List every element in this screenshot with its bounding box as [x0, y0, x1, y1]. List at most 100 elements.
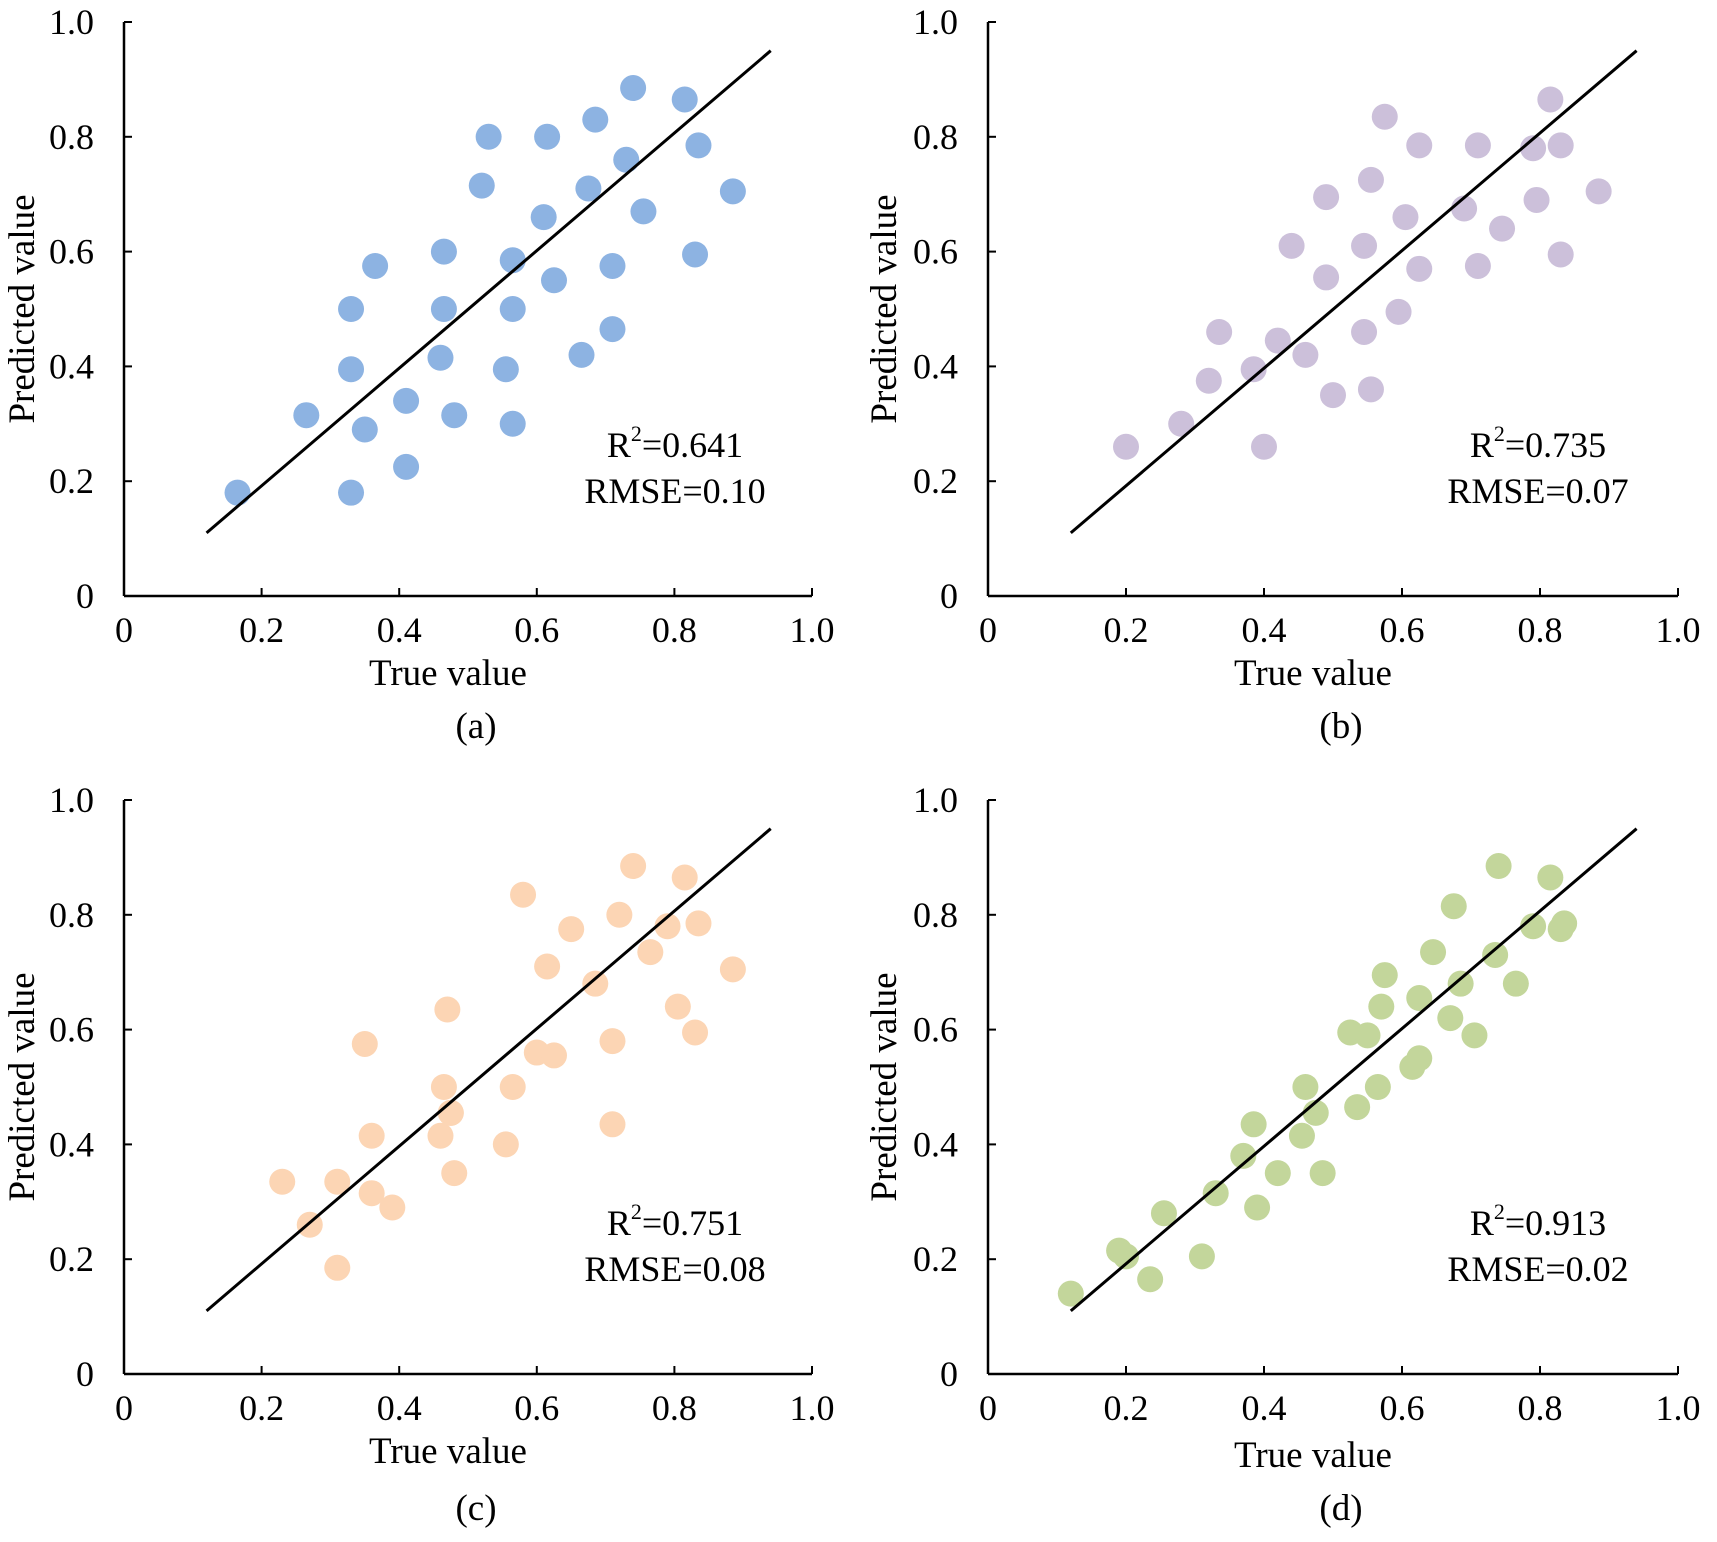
data-point [575, 175, 602, 202]
panel-caption: (b) [1319, 706, 1362, 747]
data-point [685, 132, 712, 159]
data-point [685, 910, 712, 937]
data-point [1368, 993, 1395, 1020]
data-point [1195, 367, 1222, 394]
data-point [351, 1030, 378, 1057]
chart-panel-c: 0 0.2 0.4 0.6 0.8 1.0 0 0.2 0.4 0.6 0.8 1.0 True val… [2, 780, 835, 1529]
data-point [534, 953, 561, 980]
data-point [1240, 356, 1267, 383]
data-point [682, 241, 709, 268]
data-point [1150, 1200, 1177, 1227]
data-point [1240, 1111, 1267, 1138]
data-point [1392, 204, 1419, 231]
data-point [1520, 135, 1547, 162]
data-point [338, 479, 365, 506]
data-point [510, 881, 537, 908]
y-tick-label: 0.2 [49, 461, 94, 501]
data-point [1313, 184, 1340, 211]
data-point [1251, 433, 1277, 460]
data-point [293, 402, 320, 429]
data-point [1502, 970, 1529, 997]
data-point [1464, 132, 1491, 159]
data-point [682, 1019, 709, 1046]
x-tick-label: 0.6 [514, 610, 559, 650]
data-point [637, 939, 664, 966]
panel-caption: (d) [1319, 1488, 1362, 1529]
panel-caption: (a) [455, 706, 496, 747]
data-point [1264, 1160, 1291, 1187]
data-point [1371, 962, 1398, 989]
x-tick-label: 0.6 [514, 1388, 559, 1428]
data-point [541, 267, 567, 294]
data-point [269, 1168, 296, 1195]
y-tick-label: 0.6 [49, 232, 94, 272]
data-point [1406, 132, 1433, 159]
x-axis-label: True value [1234, 653, 1392, 694]
data-point [630, 198, 657, 225]
data-point [599, 1028, 626, 1055]
y-axis-label: Predicted value [864, 972, 905, 1201]
data-point [1547, 132, 1574, 159]
x-tick-label: 0.8 [652, 610, 697, 650]
y-axis-label: Predicted value [2, 972, 43, 1201]
data-point [1406, 985, 1433, 1012]
y-tick-label: 0.4 [49, 346, 94, 386]
x-tick-label: 0.6 [1380, 610, 1425, 650]
y-tick-label: 0 [940, 576, 958, 616]
data-point [499, 1074, 526, 1100]
data-point [606, 901, 633, 928]
data-point [1371, 103, 1398, 130]
data-point [430, 238, 457, 265]
data-point [492, 1131, 519, 1158]
data-point [582, 970, 609, 997]
data-point [351, 416, 378, 443]
data-point [427, 1122, 454, 1149]
y-tick-label: 0.4 [49, 1124, 94, 1164]
r2-annotation: R2=0.913 [1470, 1199, 1606, 1243]
x-tick-label: 0.8 [1518, 610, 1563, 650]
data-point [1292, 341, 1319, 368]
y-tick-label: 1.0 [913, 2, 958, 42]
data-point [1206, 318, 1233, 345]
data-point [1464, 252, 1491, 279]
data-point [1420, 939, 1447, 966]
y-tick-label: 1.0 [913, 780, 958, 820]
data-point [441, 1160, 468, 1187]
y-tick-label: 0.8 [913, 117, 958, 157]
y-tick-label: 1.0 [49, 2, 94, 42]
data-point [499, 410, 526, 437]
data-point [1244, 1194, 1271, 1221]
data-point [1351, 318, 1378, 345]
data-point [1057, 1280, 1084, 1307]
fit-line [205, 827, 772, 1313]
x-tick-label: 0.2 [239, 1388, 284, 1428]
data-point [599, 252, 626, 279]
x-axis-label: True value [369, 1431, 527, 1472]
chart-panel-d: 0 0.2 0.4 0.6 0.8 1.0 0 0.2 0.4 0.6 0.8 1.0 True val… [864, 780, 1701, 1529]
data-point [358, 1180, 385, 1207]
data-point [1585, 178, 1612, 205]
data-point [1351, 232, 1378, 259]
rmse-annotation: RMSE=0.10 [584, 471, 765, 511]
data-point [1406, 1045, 1433, 1072]
x-tick-label: 0.2 [239, 610, 284, 650]
data-point [427, 344, 454, 371]
data-point [1485, 853, 1512, 880]
data-point [338, 296, 365, 322]
data-point [1437, 1005, 1464, 1032]
y-axis-label: Predicted value [864, 194, 905, 423]
r2-annotation: R2=0.751 [607, 1199, 743, 1243]
y-tick-label: 0.8 [913, 895, 958, 935]
data-point [1288, 1122, 1315, 1149]
y-tick-label: 0.6 [913, 232, 958, 272]
chart-panel-a: 0 0.2 0.4 0.6 0.8 1.0 0 0.2 0.4 0.6 0.8 1.0 True val… [2, 2, 835, 747]
data-point [1406, 255, 1433, 282]
data-point [664, 993, 691, 1020]
data-point [1137, 1266, 1164, 1293]
x-tick-label: 0.6 [1380, 1388, 1425, 1428]
data-point [582, 106, 609, 133]
data-point [1447, 970, 1474, 997]
data-point [534, 123, 561, 150]
data-point [1461, 1022, 1488, 1049]
